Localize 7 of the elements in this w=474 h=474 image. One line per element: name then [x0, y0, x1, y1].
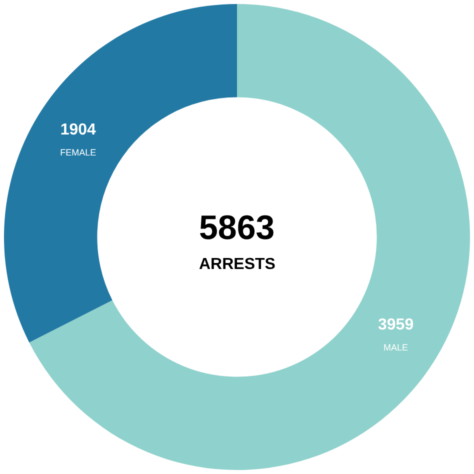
- data-label: 1904: [60, 122, 96, 139]
- data-label: 3959: [378, 316, 414, 334]
- slice-label: MALE: [384, 342, 408, 352]
- donut-slice: [29, 4, 470, 470]
- text: ARRESTS: [199, 256, 276, 273]
- slice-label: FEMALE: [60, 147, 96, 158]
- text: 5863: [199, 209, 275, 247]
